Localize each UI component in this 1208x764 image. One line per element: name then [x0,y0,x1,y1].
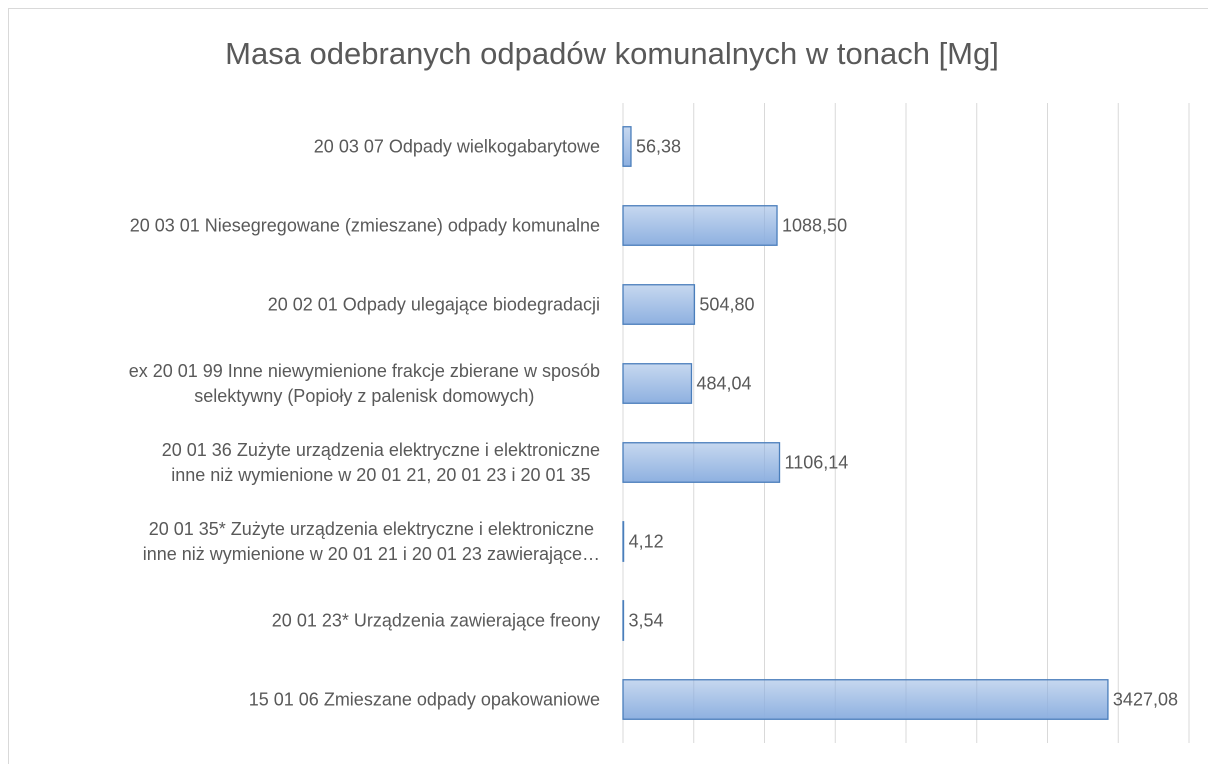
chart-title: Masa odebranych odpadów komunalnych w to… [225,36,999,71]
data-label: 3427,08 [1113,689,1178,709]
data-label: 56,38 [636,136,681,156]
y-tick-label: 15 01 06 Zmieszane odpady opakowaniowe [248,689,600,709]
y-tick-label: 20 03 07 Odpady wielkogabarytowe [313,136,600,156]
y-tick-label: 20 01 36 Zużyte urządzenia elektryczne i… [161,439,600,485]
bar [622,679,1109,720]
bar [622,521,625,562]
y-tick-label: 20 01 23* Urządzenia zawierające freony [271,610,600,630]
data-label: 504,80 [699,294,754,314]
y-tick-label: ex 20 01 99 Inne niewymienione frakcje z… [128,360,600,406]
chart-border [8,8,1208,764]
bar [622,126,632,167]
bar [622,363,693,404]
data-label: 484,04 [696,373,751,393]
bar [622,205,778,246]
data-label: 1106,14 [785,452,849,472]
y-tick-label: 20 03 01 Niesegregowane (zmieszane) odpa… [129,215,600,235]
bar [622,442,781,483]
data-label: 3,54 [629,610,664,630]
y-tick-label: 20 02 01 Odpady ulegające biodegradacji [267,294,600,314]
y-tick-label: 20 01 35* Zużyte urządzenia elektryczne … [142,518,600,564]
bar [622,600,625,641]
data-label: 4,12 [629,531,664,551]
data-label: 1088,50 [782,215,847,235]
bar [622,284,696,325]
